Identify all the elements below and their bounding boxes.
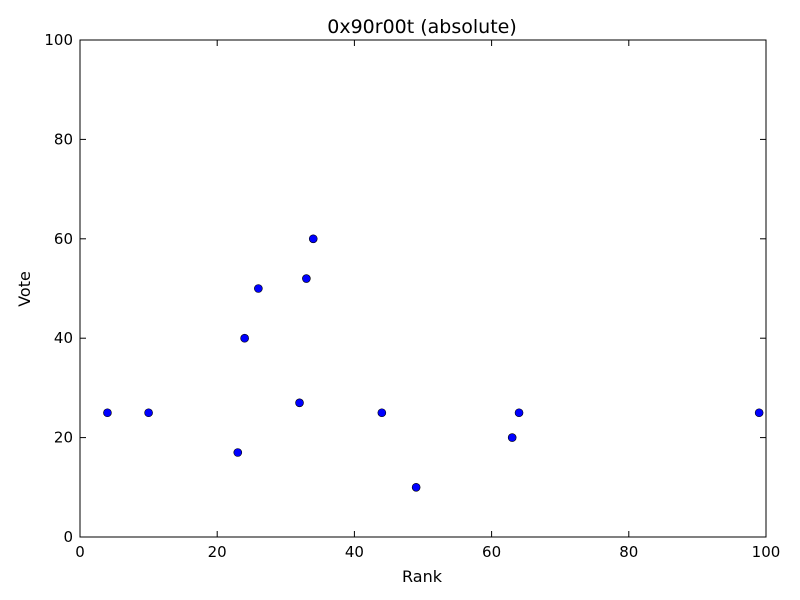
data-point [233, 448, 243, 457]
data-point [295, 398, 304, 408]
data-point [754, 408, 764, 418]
x-tick-label: 0 [75, 543, 85, 561]
y-tick-label: 20 [54, 429, 73, 447]
data-point [144, 408, 153, 418]
data-point [377, 408, 387, 418]
x-tick-label: 100 [752, 543, 781, 561]
data-point [103, 408, 112, 418]
y-tick-label: 80 [54, 130, 73, 148]
data-point [254, 284, 263, 293]
y-axis-label: Vote [15, 271, 34, 307]
axis-ticks: 0 20 40 60 80 100 0 20 40 60 80 100 [44, 31, 780, 561]
y-tick-label: 100 [44, 31, 73, 49]
x-tick-label: 80 [619, 543, 638, 561]
x-tick-label: 20 [208, 543, 227, 561]
data-point [411, 482, 421, 492]
x-tick-label: 40 [345, 543, 364, 561]
x-axis-label: Rank [402, 567, 443, 586]
data-point [507, 433, 517, 442]
plot-frame [79, 39, 767, 538]
data-point [302, 274, 311, 283]
chart-title: 0x90r00t (absolute) [327, 16, 517, 38]
data-point [240, 333, 249, 343]
data-point [308, 234, 318, 244]
x-tick-label: 60 [482, 543, 501, 561]
y-tick-label: 0 [63, 528, 73, 546]
data-points [103, 234, 764, 492]
data-point [514, 408, 524, 418]
y-tick-label: 40 [54, 329, 73, 347]
y-tick-label: 60 [54, 230, 73, 248]
